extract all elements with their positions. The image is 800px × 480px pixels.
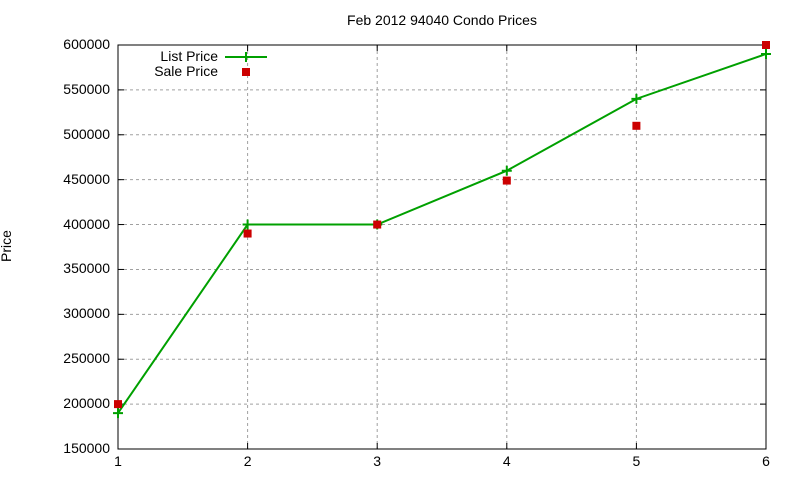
x-tick-label: 1 — [114, 453, 122, 469]
sale-price-square-marker — [502, 176, 511, 185]
y-tick-label: 250000 — [63, 350, 110, 367]
list-price-line — [117, 53, 767, 414]
legend-sale-price-label: Sale Price — [154, 63, 218, 79]
list-price-plus-marker — [113, 408, 123, 419]
y-axis-label: Price — [0, 230, 14, 262]
sale-price-square-marker — [373, 220, 382, 229]
x-tick-label: 3 — [373, 453, 382, 469]
y-tick-label: 550000 — [63, 80, 110, 97]
grid-lines — [118, 45, 766, 449]
y-tick-label: 600000 — [63, 36, 110, 52]
x-tick-label: 6 — [762, 453, 770, 469]
y-tick-label: 300000 — [63, 305, 110, 322]
sale-price-square-marker — [762, 41, 770, 49]
sale-price-square-marker — [632, 121, 641, 130]
list-price-markers — [113, 48, 771, 419]
sale-price-square-marker — [243, 229, 252, 238]
legend-sale-square-icon — [242, 68, 250, 76]
x-tick-label: 5 — [632, 453, 641, 469]
plot-border — [117, 44, 767, 450]
x-tick-label: 4 — [502, 453, 511, 469]
y-tick-label: 450000 — [63, 170, 110, 187]
y-tick-label: 400000 — [63, 215, 110, 232]
y-tick-label: 350000 — [63, 260, 110, 277]
list-price-plus-marker — [631, 93, 642, 104]
sale-price-square-marker — [114, 400, 122, 409]
list-price-plus-marker — [761, 48, 771, 59]
legend-list-price-label: List Price — [160, 48, 218, 64]
list-price-plus-marker — [242, 219, 253, 230]
y-tick-label: 200000 — [63, 395, 110, 412]
x-tick-label: 2 — [243, 453, 252, 469]
chart-title: Feb 2012 94040 Condo Prices — [347, 12, 537, 28]
list-price-plus-marker — [501, 165, 512, 176]
sale-price-markers — [114, 41, 770, 409]
y-tick-label: 500000 — [63, 125, 110, 142]
y-tick-label: 150000 — [63, 440, 110, 456]
legend-keys — [225, 52, 267, 76]
axis-ticks — [117, 44, 767, 450]
